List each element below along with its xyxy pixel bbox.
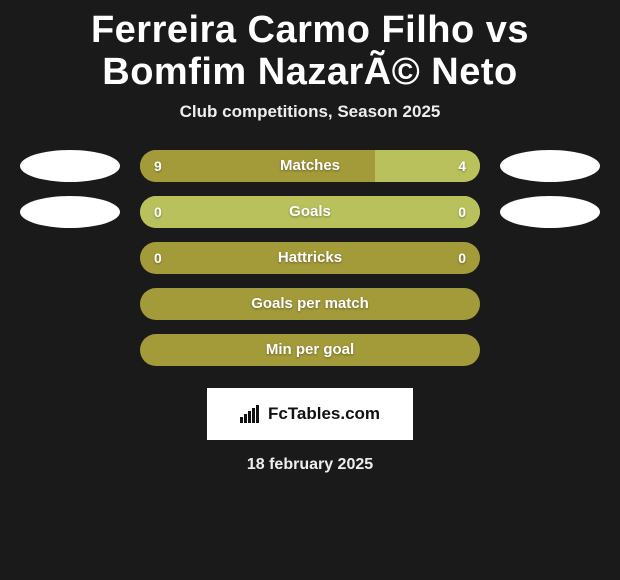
stat-row: Min per goal xyxy=(0,334,620,366)
stat-bar: Matches9 4 xyxy=(140,150,480,182)
stat-label: Min per goal xyxy=(140,334,480,366)
stat-rows: Matches94Goals00Hattricks00Goals per mat… xyxy=(0,150,620,366)
stat-row: Matches9 4 xyxy=(0,150,620,182)
stat-label: Hattricks xyxy=(140,242,480,274)
subtitle: Club competitions, Season 2025 xyxy=(0,102,620,122)
player-left-marker xyxy=(20,150,120,182)
bar-chart-icon xyxy=(240,405,262,423)
stat-value-right: 0 xyxy=(458,242,466,274)
stat-bar: Goals0 0 xyxy=(140,196,480,228)
stat-value-right: 0 xyxy=(458,196,466,228)
player-left-marker xyxy=(20,196,120,228)
infographic-container: Ferreira Carmo Filho vs Bomfim NazarÃ© N… xyxy=(0,0,620,474)
stat-bar: Hattricks0 0 xyxy=(140,242,480,274)
date-label: 18 february 2025 xyxy=(0,456,620,474)
stat-bar: Min per goal xyxy=(140,334,480,366)
stat-value-left: 0 xyxy=(154,196,162,228)
stat-row: Goals0 0 xyxy=(0,196,620,228)
stat-value-left: 9 xyxy=(154,150,162,182)
page-title: Ferreira Carmo Filho vs Bomfim NazarÃ© N… xyxy=(0,10,620,102)
stat-bar: Goals per match xyxy=(140,288,480,320)
stat-label: Goals xyxy=(140,196,480,228)
stat-label: Matches xyxy=(140,150,480,182)
stat-row: Goals per match xyxy=(0,288,620,320)
brand-text: FcTables.com xyxy=(268,404,380,424)
player-right-marker xyxy=(500,150,600,182)
stat-value-right: 4 xyxy=(458,150,466,182)
player-right-marker xyxy=(500,196,600,228)
brand-badge: FcTables.com xyxy=(207,388,413,440)
stat-row: Hattricks0 0 xyxy=(0,242,620,274)
stat-label: Goals per match xyxy=(140,288,480,320)
stat-value-left: 0 xyxy=(154,242,162,274)
